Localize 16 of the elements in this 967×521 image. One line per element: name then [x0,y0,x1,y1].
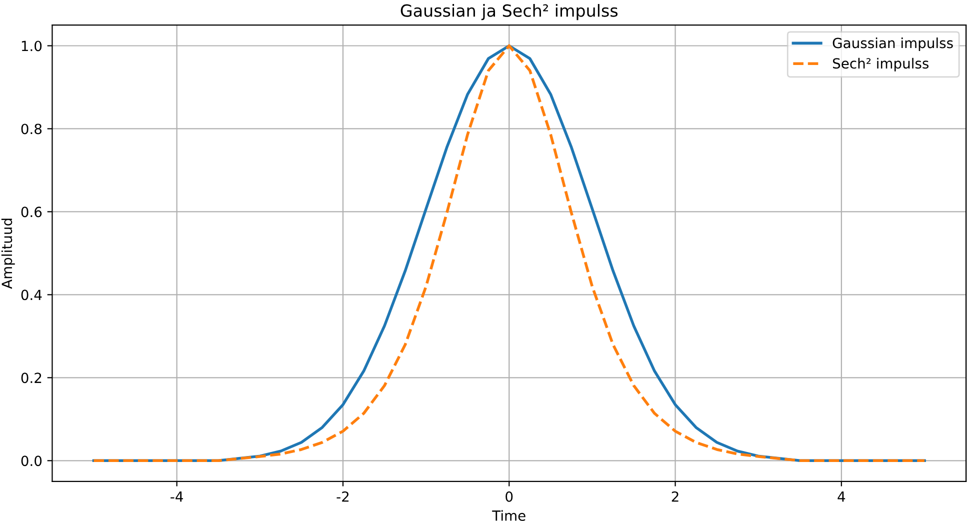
y-axis-title: Amplituud [1,218,15,289]
x-tick-label: 2 [672,491,678,502]
y-tick-label: 0.0 [21,456,42,466]
legend-label: Gaussian impulss [832,38,953,51]
chart-title: Gaussian ja Sech² impulss [400,4,618,20]
x-tick-label: 4 [838,492,846,502]
y-tick-label: 0.4 [21,290,42,300]
x-axis-title: Time [492,510,526,521]
x-tick-label: -4 [170,492,183,502]
legend-label: Sech² impulss [832,58,929,72]
x-tick-label: -2 [336,491,349,502]
y-tick-label: 0.6 [21,206,42,218]
y-tick-label: 1.0 [22,40,42,52]
x-tick-label: 0 [506,491,513,502]
y-tick-label: 0.8 [21,124,42,134]
y-tick-label: 0.2 [21,372,42,384]
